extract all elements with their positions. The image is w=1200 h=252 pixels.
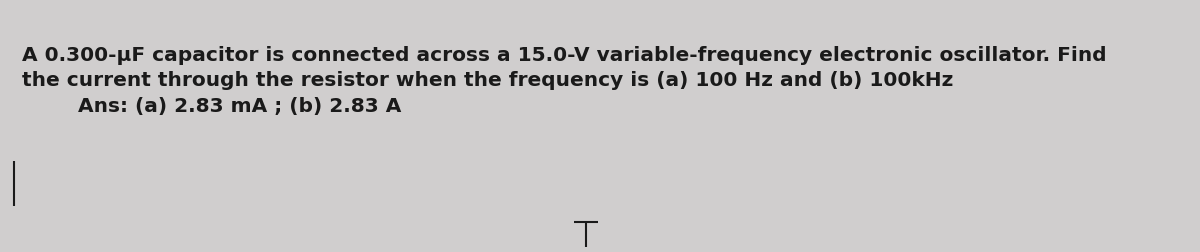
Text: A 0.300-μF capacitor is connected across a 15.0-V variable-frequency electronic : A 0.300-μF capacitor is connected across…	[22, 45, 1106, 116]
